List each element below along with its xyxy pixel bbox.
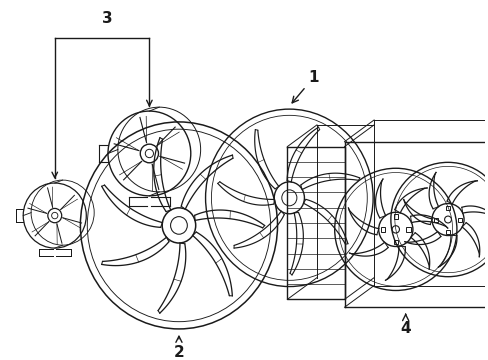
Bar (393, 240, 397, 244)
Bar (445, 206, 449, 210)
Text: 3: 3 (102, 11, 112, 26)
Text: 2: 2 (173, 336, 184, 360)
Text: 4: 4 (400, 314, 410, 336)
Bar (380, 227, 385, 231)
Bar (445, 230, 449, 234)
Bar (393, 215, 397, 219)
Text: 1: 1 (291, 69, 319, 103)
Bar (433, 217, 437, 221)
Bar (406, 227, 410, 231)
Bar (457, 217, 461, 221)
